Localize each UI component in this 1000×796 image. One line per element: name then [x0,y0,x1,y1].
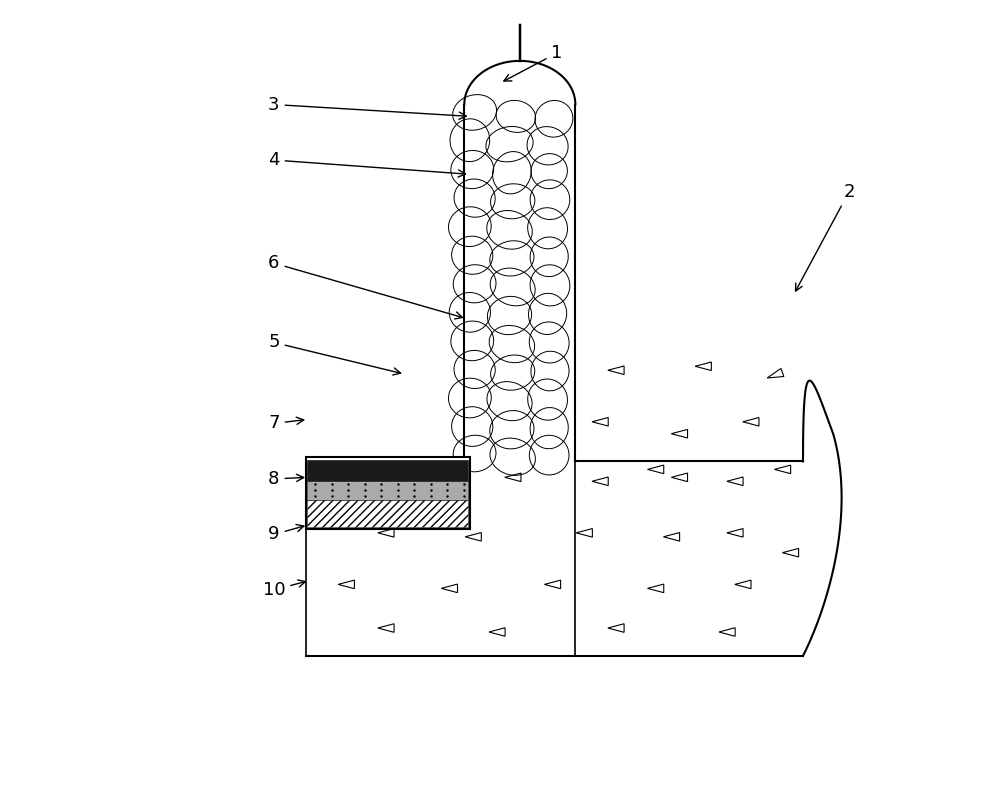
Bar [464,104,575,462]
Text: 3: 3 [268,96,466,119]
Bar [307,500,468,527]
Text: 2: 2 [796,183,855,291]
Bar [307,482,468,500]
Text: 1: 1 [504,44,563,81]
Text: 7: 7 [268,415,304,432]
Bar [307,460,468,482]
Text: 9: 9 [268,525,304,544]
Text: 6: 6 [268,254,463,319]
Text: 4: 4 [268,151,466,177]
Polygon shape [464,60,575,104]
Text: 8: 8 [268,470,304,488]
Bar [306,458,470,529]
Polygon shape [306,380,842,656]
Text: 10: 10 [263,580,305,599]
Text: 5: 5 [268,334,401,375]
